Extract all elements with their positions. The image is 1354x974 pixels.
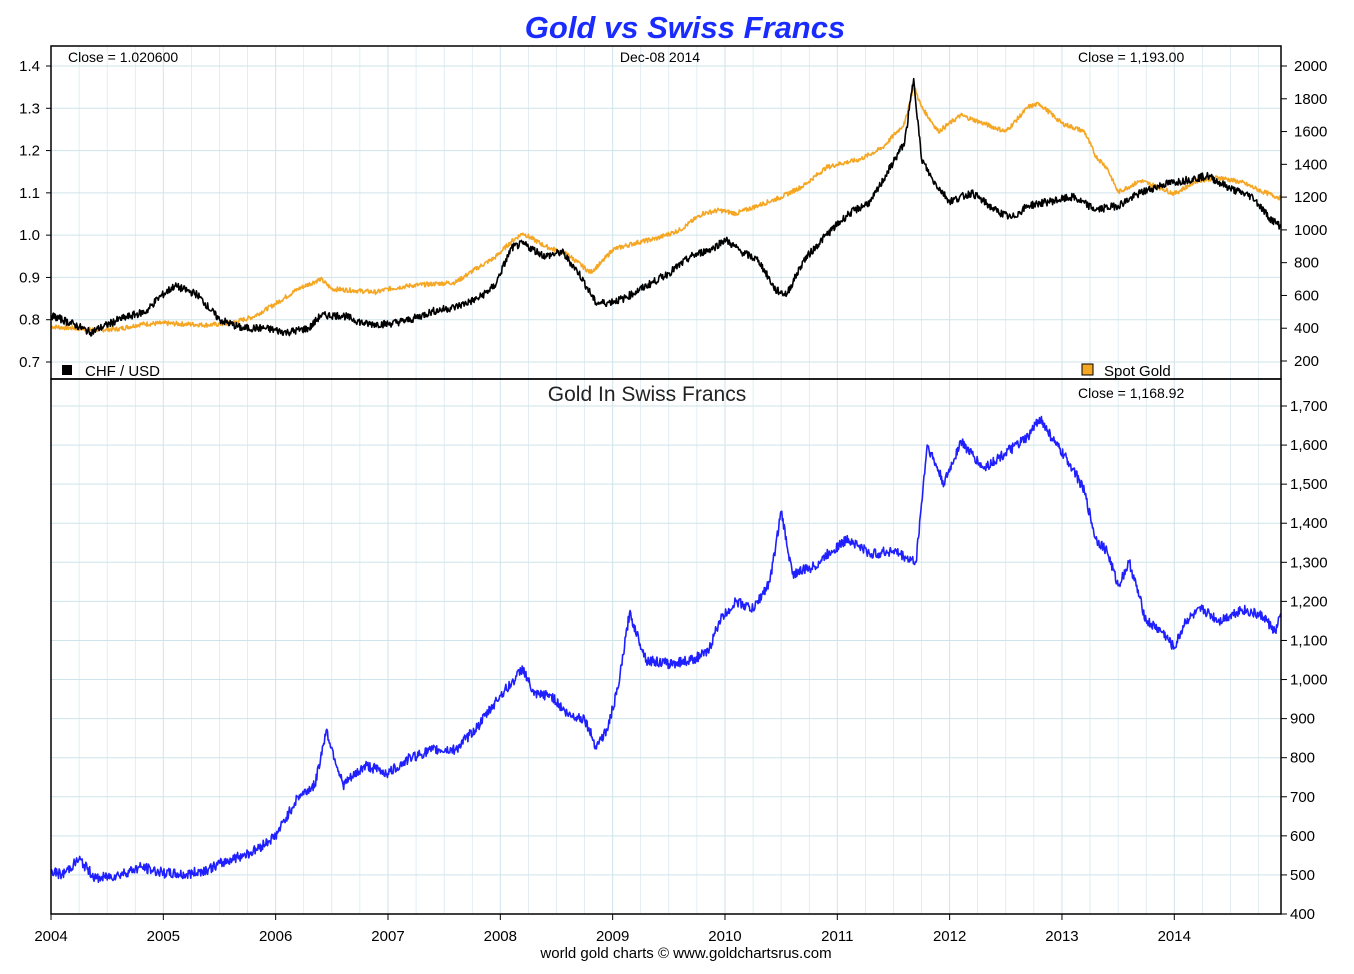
- bottom-close-label: Close = 1,168.92: [1078, 385, 1184, 401]
- top-left-tick-label-0.7: 0.7: [19, 354, 40, 371]
- top-right-tick-label-1400: 1400: [1294, 156, 1327, 173]
- top-left-tick-label-1.2: 1.2: [19, 143, 40, 160]
- series-line-gold-in-swiss-francs: [50, 415, 1282, 884]
- top-right-tick-label-600: 600: [1294, 287, 1319, 304]
- legend-spot-gold-label: Spot Gold: [1104, 363, 1171, 380]
- top-right-tick-label-1000: 1000: [1294, 222, 1327, 239]
- top-left-tick-label-1.0: 1.0: [19, 227, 40, 244]
- top-left-tick-label-0.9: 0.9: [19, 269, 40, 286]
- bottom-panel-frame: [50, 378, 1282, 915]
- x-tick-label-2014: 2014: [1158, 928, 1191, 945]
- x-tick-label-2004: 2004: [34, 928, 67, 945]
- x-tick-label-2012: 2012: [933, 928, 966, 945]
- bottom-right-tick-label-400: 400: [1290, 906, 1315, 923]
- bottom-right-tick-label-1,000: 1,000: [1290, 672, 1328, 689]
- bottom-right-tick-label-1,600: 1,600: [1290, 437, 1328, 454]
- date-label: Dec-08 2014: [620, 49, 700, 65]
- x-tick-label-2013: 2013: [1045, 928, 1078, 945]
- top-left-tick-label-0.8: 0.8: [19, 312, 40, 329]
- x-tick-label-2007: 2007: [371, 928, 404, 945]
- bottom-right-tick-label-1,200: 1,200: [1290, 593, 1328, 610]
- top-right-close-label: Close = 1,193.00: [1078, 49, 1184, 65]
- chart-title: Gold vs Swiss Francs: [525, 10, 845, 45]
- bottom-panel-title: Gold In Swiss Francs: [548, 383, 746, 406]
- top-left-axis: 0.7 0.8 0.9 1.0 1.1 1.2 1.3 1.4: [19, 58, 51, 371]
- top-left-tick-label-1.3: 1.3: [19, 100, 40, 117]
- bottom-right-tick-label-1,500: 1,500: [1290, 476, 1328, 493]
- series-line-spot-gold: [50, 84, 1282, 333]
- legend-chf-usd-swatch: [62, 365, 72, 375]
- top-right-axis: 200 400 600 800 1000 1200 1400 1600 1800 2000: [1281, 58, 1327, 370]
- legend-chf-usd-label: CHF / USD: [85, 363, 160, 380]
- top-right-tick-label-800: 800: [1294, 255, 1319, 272]
- top-left-close-label: Close = 1.020600: [68, 49, 178, 65]
- series-line-chf-usd: [50, 77, 1282, 337]
- top-left-tick-label-1.1: 1.1: [19, 185, 40, 202]
- bottom-right-tick-label-1,400: 1,400: [1290, 515, 1328, 532]
- top-right-tick-label-1200: 1200: [1294, 189, 1327, 206]
- top-right-tick-label-2000: 2000: [1294, 58, 1327, 75]
- legend-spot-gold-swatch: [1081, 363, 1094, 376]
- bottom-right-tick-label-900: 900: [1290, 711, 1315, 728]
- footer-credit: world gold charts © www.goldchartsrus.co…: [539, 945, 831, 962]
- top-right-tick-label-400: 400: [1294, 320, 1319, 337]
- top-panel-grid: [50, 46, 1281, 379]
- top-right-tick-label-1600: 1600: [1294, 124, 1327, 141]
- x-tick-label-2011: 2011: [821, 928, 853, 945]
- x-tick-label-2009: 2009: [596, 928, 629, 945]
- x-tick-label-2005: 2005: [147, 928, 180, 945]
- bottom-right-axis: 400 500 600 700 800 900 1,000 1,100 1,200 1,300 1,…: [1281, 398, 1328, 923]
- bottom-right-tick-label-1,700: 1,700: [1290, 398, 1328, 415]
- x-tick-label-2008: 2008: [484, 928, 517, 945]
- bottom-right-tick-label-600: 600: [1290, 828, 1315, 845]
- top-right-tick-label-200: 200: [1294, 353, 1319, 370]
- top-right-tick-label-1800: 1800: [1294, 91, 1327, 108]
- bottom-right-tick-label-1,100: 1,100: [1290, 632, 1328, 649]
- bottom-right-tick-label-500: 500: [1290, 867, 1315, 884]
- top-panel-series: [50, 77, 1282, 337]
- bottom-right-tick-label-800: 800: [1290, 750, 1315, 767]
- x-axis: 2004 2005 2006 2007 2008 2009 2010 2011 2012 2013…: [34, 914, 1191, 945]
- bottom-right-tick-label-700: 700: [1290, 789, 1315, 806]
- top-left-tick-label-1.4: 1.4: [19, 58, 40, 75]
- bottom-panel-series: [50, 415, 1282, 884]
- bottom-right-tick-label-1,300: 1,300: [1290, 554, 1328, 571]
- x-tick-label-2006: 2006: [259, 928, 292, 945]
- bottom-panel-grid: [50, 379, 1281, 915]
- x-tick-label-2010: 2010: [708, 928, 741, 945]
